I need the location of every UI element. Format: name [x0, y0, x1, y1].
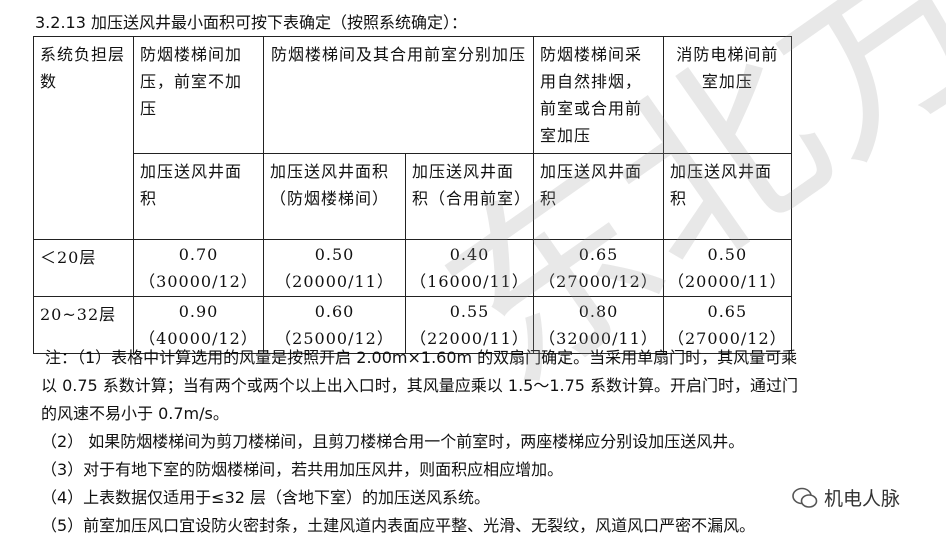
area-value: 0.50 — [314, 245, 355, 264]
subheader-cell: 加压送风井面积 — [133, 153, 264, 240]
subheader-cell: 加压送风井面积 — [663, 153, 792, 240]
area-value: 0.50 — [707, 245, 748, 264]
subheader-cell: 加压送风井面积 — [533, 153, 664, 240]
header-cell: 防烟楼梯间采用自然排烟，前室或合用前室加压 — [533, 36, 664, 154]
logo-text: 机电人脉 — [824, 488, 901, 510]
area-value: 0.80 — [578, 302, 619, 321]
subheader-row: 加压送风井面积 加压送风井面积（防烟楼梯间） 加压送风井面积（合用前室） 加压送风井面… — [34, 153, 792, 240]
heading: 3.2.13 加压送风井最小面积可按下表确定（按照系统确定）： — [35, 13, 467, 32]
header-cell: 防烟楼梯间加压，前室不加压 — [133, 36, 264, 154]
data-cell: 0.65 （27000/12） — [663, 296, 792, 354]
area-value: 0.70 — [178, 245, 219, 264]
row-label: ＜20层 — [33, 239, 134, 297]
data-cell: 0.60 （25000/12） — [263, 296, 406, 354]
data-row: 20~32层 0.90 （40000/12） 0.60 （25000/12） 0.55 （2… — [33, 296, 792, 354]
note-line: 注：（1）表格中计算选用的风量是按照开启 2.00m×1.60m 的双扇门确定。… — [45, 348, 798, 367]
note-line: （3）对于有地下室的防烟楼梯间，若共用加压风井，则面积应相应增加。 — [41, 460, 564, 479]
header-row: 系统负担层数 防烟楼梯间加压，前室不加压 防烟楼梯间及其合用前室分别加压 防烟楼梯间采… — [33, 36, 792, 240]
airflow-formula: （27000/12） — [668, 329, 787, 348]
wechat-icon — [792, 487, 818, 508]
note-line: （4）上表数据仅适用于≤32 层（含地下室）的加压送风系统。 — [41, 488, 491, 507]
airflow-formula: （30000/12） — [139, 272, 258, 291]
note-line: 的风速不易小于 0.7m/s。 — [41, 404, 229, 423]
data-row: ＜20层 0.70 （30000/12） 0.50 （20000/11） 0.40 （160… — [33, 239, 792, 297]
data-cell: 0.50 （20000/11） — [263, 239, 406, 297]
data-cell: 0.65 （27000/12） — [533, 239, 664, 297]
note-line: （2） 如果防烟楼梯间为剪刀楼梯间，且剪刀楼梯合用一个前室时，两座楼梯应分别设加… — [41, 432, 745, 451]
note-line: 以 0.75 系数计算；当有两个或两个以上出入口时，其风量应乘以 1.5～1.7… — [41, 376, 799, 395]
subheader-cell: 加压送风井面积（合用前室） — [405, 153, 534, 240]
area-value: 0.55 — [449, 302, 490, 321]
data-cell: 0.90 （40000/12） — [133, 296, 264, 354]
airflow-formula: （20000/11） — [668, 272, 787, 291]
area-table: 系统负担层数 防烟楼梯间加压，前室不加压 防烟楼梯间及其合用前室分别加压 防烟楼梯间采… — [33, 36, 792, 354]
airflow-formula: （22000/11） — [410, 329, 529, 348]
area-value: 0.65 — [707, 302, 748, 321]
area-value: 0.65 — [578, 245, 619, 264]
subheader-cell: 加压送风井面积（防烟楼梯间） — [263, 153, 406, 240]
data-cell: 0.80 （32000/11） — [533, 296, 664, 354]
header-cell: 防烟楼梯间及其合用前室分别加压 — [263, 36, 534, 154]
header-cell: 消防电梯间前室加压 — [663, 36, 792, 154]
airflow-formula: （16000/11） — [410, 272, 529, 291]
area-value: 0.60 — [314, 302, 355, 321]
airflow-formula: （25000/12） — [275, 329, 394, 348]
notes: 注：（1）表格中计算选用的风量是按照开启 2.00m×1.60m 的双扇门确定。… — [41, 344, 798, 540]
airflow-formula: （32000/11） — [539, 329, 658, 348]
airflow-formula: （27000/12） — [539, 272, 658, 291]
area-value: 0.40 — [449, 245, 490, 264]
row-label: 20~32层 — [33, 296, 134, 354]
data-cell: 0.70 （30000/12） — [133, 239, 264, 297]
airflow-formula: （20000/11） — [275, 272, 394, 291]
note-line: （5）前室加压风口宜设防火密封条，土建风道内表面应平整、光滑、无裂纹，风道风口严… — [41, 516, 756, 535]
logo: 机电人脉 — [792, 484, 900, 511]
area-value: 0.90 — [178, 302, 219, 321]
data-cell: 0.55 （22000/11） — [405, 296, 534, 354]
data-cell: 0.50 （20000/11） — [663, 239, 792, 297]
data-cell: 0.40 （16000/11） — [405, 239, 534, 297]
airflow-formula: （40000/12） — [139, 329, 258, 348]
header-cell: 系统负担层数 — [33, 36, 134, 240]
